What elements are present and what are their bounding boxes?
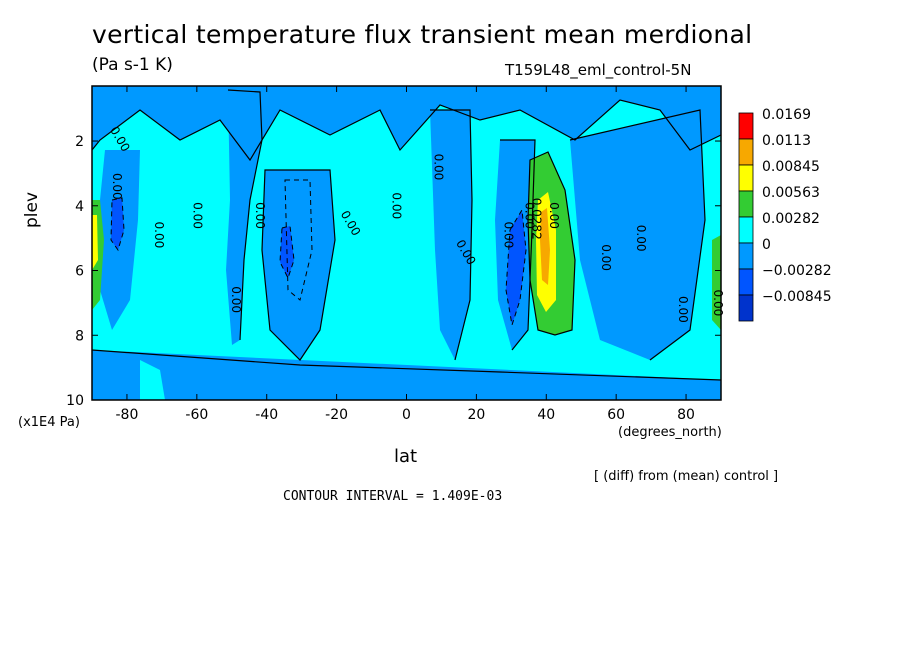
contour-label: 0.00 (152, 222, 166, 249)
contour-label: 0.00 (190, 202, 204, 229)
colorbar-swatch (738, 294, 754, 322)
pos-spot (140, 360, 165, 400)
neg-region-bottom (92, 350, 721, 400)
x-tick-label: -40 (255, 407, 278, 423)
colorbar-swatch (738, 242, 754, 270)
colorbar-label: 0.00563 (762, 185, 820, 201)
colorbar-label: 0 (762, 237, 771, 253)
plot-area (92, 86, 721, 400)
x-tick-label: -80 (116, 407, 139, 423)
contour-label: 0.00 (229, 286, 243, 313)
y-tick-label: 10 (66, 393, 84, 409)
y-axis-units: (x1E4 Pa) (18, 415, 80, 430)
pos-band-east (712, 235, 721, 330)
contour-label: 0.00 (501, 222, 515, 249)
x-tick-label: 80 (677, 407, 695, 423)
colorbar-swatch (738, 138, 754, 166)
y-tick-label: 2 (75, 134, 84, 150)
x-tick-label: 20 (467, 407, 485, 423)
y-tick-label: 8 (75, 328, 84, 344)
run-label: T159L48_eml_control-5N (505, 61, 692, 79)
contour-label: 0.00 (390, 192, 404, 219)
neg-region-lon-10 (430, 110, 472, 360)
contour-label: 0.00 (547, 202, 561, 229)
chart-title: vertical temperature flux transient mean… (92, 20, 753, 49)
x-axis: -80 -60 -40 -20 0 20 40 60 80 (116, 86, 695, 423)
contour-label: 0.00 (599, 244, 613, 271)
neg-region-lon-m35 (262, 170, 335, 360)
colorbar-swatch (738, 112, 754, 140)
colorbar-label: −0.00845 (762, 289, 832, 305)
x-axis-units: (degrees_north) (618, 425, 722, 440)
contour-label: 0.00 (676, 296, 690, 323)
colorbar-swatch (738, 268, 754, 296)
colorbar: 0.0169 0.0113 0.00845 0.00563 0.00282 0 −0.002… (738, 107, 832, 322)
colorbar-label: 0.00845 (762, 159, 820, 175)
contour-label: 0.00 (110, 173, 124, 200)
contour-label: 0.00 (431, 154, 445, 181)
x-tick-label: 0 (402, 407, 411, 423)
contour-interval: CONTOUR INTERVAL = 1.409E-03 (283, 489, 503, 504)
x-tick-label: -60 (185, 407, 208, 423)
neg-region-lon-m50 (226, 90, 262, 345)
colorbar-label: 0.0113 (762, 133, 811, 149)
y-axis-label: plev (22, 191, 42, 228)
x-tick-label: -20 (325, 407, 348, 423)
contour-label: 0.00 (634, 225, 648, 252)
contour-lines (92, 89, 721, 381)
neg-region-lon-65 (570, 110, 705, 360)
contour-label: 0.00 (711, 290, 725, 317)
contour-label: 0.00 (522, 202, 536, 229)
pos-region-orange (540, 208, 550, 285)
neg-core-lon-32 (506, 210, 526, 325)
pos-band-west-core (92, 215, 98, 270)
diff-note: [ (diff) from (mean) control ] (594, 469, 779, 484)
contour-label: 0.00 (253, 202, 267, 229)
colorbar-swatch (738, 216, 754, 244)
y-tick-label: 6 (75, 264, 84, 280)
colorbar-swatch (738, 190, 754, 218)
contour-labels: 0.00 0.00 0.00 0.00 0.00 0.00 0.00 0.00 0.00 0.00… (107, 124, 725, 323)
neg-core-m84 (111, 198, 124, 250)
colorbar-swatch (738, 164, 754, 192)
y-tick-label: 4 (75, 199, 84, 215)
colorbar-label: −0.00282 (762, 263, 832, 279)
x-tick-label: 60 (607, 407, 625, 423)
colorbar-label: 0.00282 (762, 211, 820, 227)
colorbar-label: 0.0169 (762, 107, 811, 123)
contour-label: 0.0282 (529, 198, 543, 240)
x-axis-label: lat (394, 446, 418, 467)
y-axis: 2 4 6 8 10 (66, 134, 721, 409)
x-tick-label: 40 (537, 407, 555, 423)
chart-units: (Pa s-1 K) (92, 55, 173, 75)
negative-contours (110, 179, 527, 326)
